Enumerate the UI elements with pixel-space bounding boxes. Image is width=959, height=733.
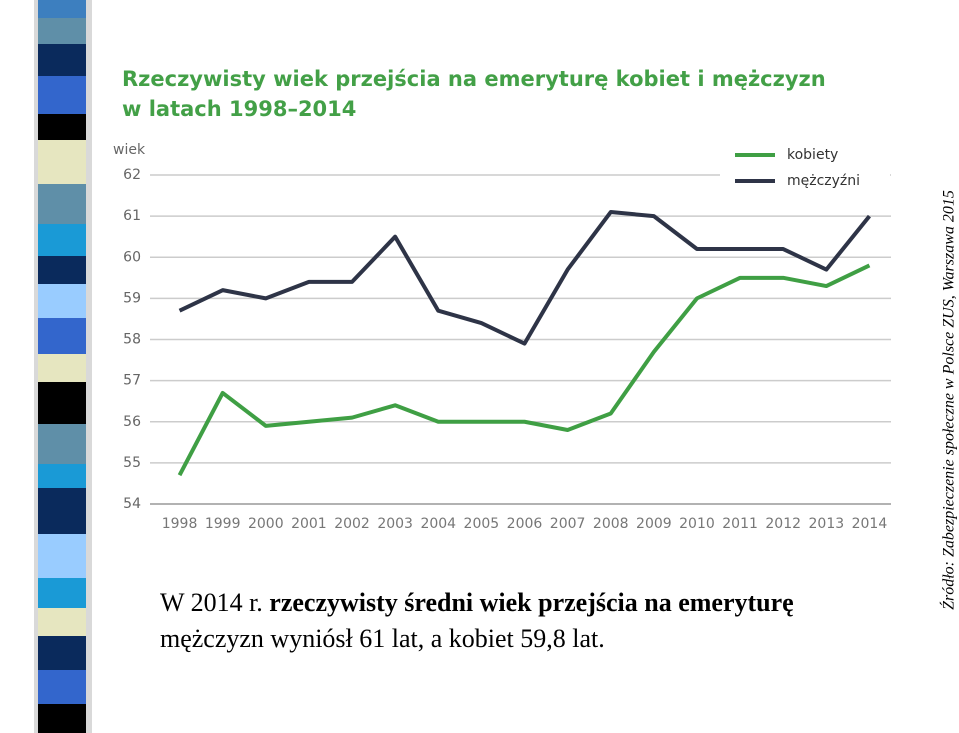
legend-box [720, 140, 890, 198]
x-tick-label: 2007 [550, 516, 586, 532]
stripe [38, 534, 86, 578]
stripe [38, 140, 86, 184]
y-tick-label: 58 [123, 332, 141, 348]
stripe [38, 424, 86, 464]
x-tick-label: 2005 [464, 516, 500, 532]
stripe [38, 0, 86, 18]
x-tick-label: 2013 [809, 516, 845, 532]
stripe [38, 382, 86, 424]
x-tick-label: 2004 [420, 516, 456, 532]
x-tick-label: 2012 [765, 516, 801, 532]
x-tick-label: 2000 [248, 516, 284, 532]
caption-bold: rzeczywisty średni wiek przejścia na eme… [269, 588, 794, 617]
caption-text: W 2014 r. [160, 588, 270, 617]
y-tick-label: 60 [123, 249, 141, 265]
x-tick-label: 2001 [291, 516, 327, 532]
stripe [38, 256, 86, 284]
stripe [38, 488, 86, 534]
y-tick-label: 54 [123, 496, 141, 512]
chart-area [95, 63, 905, 541]
source: Źródło: Zabezpieczenie społeczne w Polsc… [939, 190, 958, 610]
legend-label: mężczyźni [787, 173, 860, 189]
stripe [38, 44, 86, 76]
x-tick-label: 1998 [162, 516, 198, 532]
y-tick-label: 61 [123, 208, 141, 224]
stripe [38, 318, 86, 354]
stripe [38, 636, 86, 670]
y-tick-label: 56 [123, 414, 141, 430]
chart-title: w latach 1998–2014 [122, 97, 356, 121]
stripe [38, 18, 86, 44]
stripe-band [34, 0, 92, 733]
caption: W 2014 r. rzeczywisty średni wiek przejś… [160, 585, 890, 657]
x-tick-label: 2008 [593, 516, 629, 532]
line [177, 263, 871, 477]
x-tick-label: 2011 [722, 516, 758, 532]
x-tick-label: 2010 [679, 516, 715, 532]
y-tick-label: 59 [123, 290, 141, 306]
legend-label: kobiety [787, 147, 838, 163]
caption-text: mężczyzn wyniósł 61 lat, a kobiet 59,8 l… [160, 624, 605, 653]
x-tick-label: 2009 [636, 516, 672, 532]
stripe [38, 354, 86, 382]
x-tick-label: 2003 [377, 516, 413, 532]
y-tick-label: 55 [123, 455, 141, 471]
line [178, 210, 871, 346]
stripe [38, 608, 86, 636]
y-tick-label: 62 [123, 167, 141, 183]
stripe [38, 184, 86, 224]
stripe [38, 704, 86, 733]
x-tick-label: 2006 [507, 516, 543, 532]
x-tick-label: 2002 [334, 516, 370, 532]
chart-title: Rzeczywisty wiek przejścia na emeryturę … [122, 67, 826, 91]
stripe [38, 114, 86, 140]
stripe [38, 76, 86, 114]
stripe [38, 284, 86, 318]
y-axis-label: wiek [113, 142, 146, 158]
stripe [38, 224, 86, 256]
x-tick-label: 2014 [852, 516, 888, 532]
stripe [38, 578, 86, 608]
stripe [38, 670, 86, 704]
y-tick-label: 57 [123, 373, 141, 389]
x-tick-label: 1999 [205, 516, 241, 532]
stripe [38, 464, 86, 488]
